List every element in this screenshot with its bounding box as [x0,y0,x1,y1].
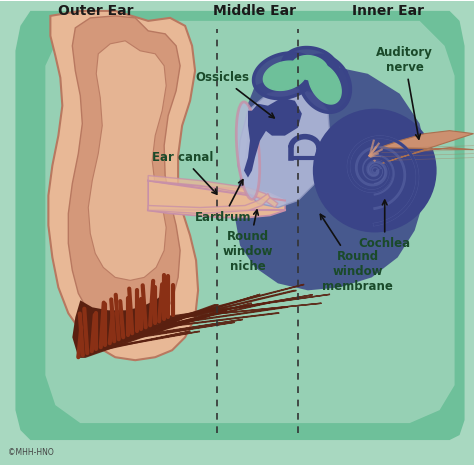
Polygon shape [238,88,330,207]
Polygon shape [79,329,165,357]
Polygon shape [162,294,330,317]
Text: Outer Ear: Outer Ear [57,4,133,18]
Polygon shape [140,307,288,328]
Polygon shape [97,332,200,349]
Polygon shape [84,316,173,355]
Polygon shape [154,295,313,321]
Polygon shape [145,291,296,326]
Polygon shape [148,176,278,207]
Polygon shape [16,11,465,440]
Text: Cochlea: Cochlea [359,200,411,251]
Polygon shape [73,290,168,357]
Polygon shape [88,41,166,280]
Text: Inner Ear: Inner Ear [352,4,424,18]
Polygon shape [260,98,302,136]
Polygon shape [264,61,306,90]
Text: Round
window
membrane: Round window membrane [320,214,393,293]
Text: Round
window
niche: Round window niche [223,210,273,273]
Polygon shape [254,53,316,99]
Polygon shape [106,305,219,345]
Polygon shape [309,64,341,104]
Polygon shape [299,55,350,113]
Polygon shape [149,285,304,324]
Polygon shape [158,303,321,319]
Polygon shape [148,193,270,213]
Polygon shape [292,56,328,80]
Polygon shape [244,104,272,178]
Polygon shape [136,313,279,330]
Text: ©MHH-HNO: ©MHH-HNO [9,448,54,457]
Polygon shape [127,294,260,334]
Polygon shape [88,319,182,353]
Polygon shape [380,131,474,164]
Polygon shape [110,311,227,343]
Text: Ear canal: Ear canal [152,151,217,194]
Polygon shape [118,319,243,339]
Polygon shape [92,331,191,351]
Text: Eardrum: Eardrum [195,179,252,224]
Circle shape [313,109,437,232]
Polygon shape [68,16,180,333]
Text: Middle Ear: Middle Ear [213,4,296,18]
Polygon shape [123,303,252,336]
Text: Auditory
nerve: Auditory nerve [376,46,433,139]
Ellipse shape [236,102,260,199]
Polygon shape [48,11,198,360]
Polygon shape [114,322,235,340]
Polygon shape [282,47,337,88]
Polygon shape [101,316,210,347]
Text: Ossicles: Ossicles [195,71,274,118]
Polygon shape [148,180,285,218]
Polygon shape [235,66,428,290]
Polygon shape [46,21,455,423]
Polygon shape [132,303,270,332]
